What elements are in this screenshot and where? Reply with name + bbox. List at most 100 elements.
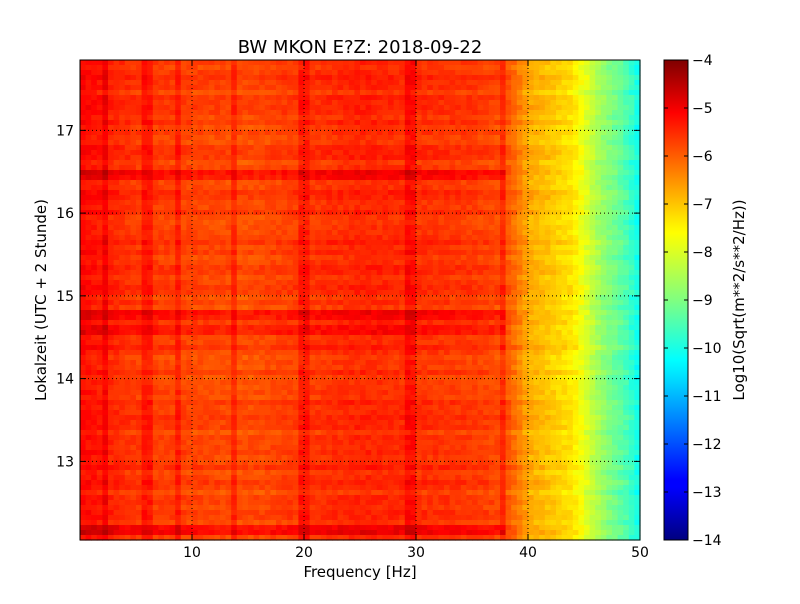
heatmap-cell — [533, 235, 540, 241]
heatmap-cell — [287, 140, 294, 146]
heatmap-cell — [113, 255, 120, 261]
heatmap-cell — [152, 180, 159, 186]
heatmap-cell — [119, 245, 126, 251]
heatmap-cell — [242, 280, 249, 286]
heatmap-cell — [550, 270, 557, 276]
heatmap-cell — [208, 275, 215, 281]
heatmap-cell — [147, 160, 154, 166]
heatmap-cell — [500, 250, 507, 256]
heatmap-cell — [298, 120, 305, 126]
heatmap-cell — [528, 100, 535, 106]
heatmap-cell — [292, 65, 299, 71]
heatmap-cell — [388, 115, 395, 121]
heatmap-cell — [460, 160, 467, 166]
heatmap-cell — [186, 145, 193, 151]
heatmap-cell — [528, 245, 535, 251]
heatmap-cell — [130, 120, 137, 126]
heatmap-cell — [561, 175, 568, 181]
heatmap-cell — [80, 220, 87, 226]
heatmap-cell — [281, 130, 288, 136]
heatmap-cell — [281, 135, 288, 141]
heatmap-cell — [152, 285, 159, 291]
heatmap-cell — [449, 150, 456, 156]
heatmap-cell — [186, 140, 193, 146]
heatmap-cell — [102, 155, 109, 161]
heatmap-cell — [315, 305, 322, 311]
heatmap-cell — [416, 260, 423, 266]
heatmap-cell — [612, 280, 619, 286]
heatmap-cell — [248, 190, 255, 196]
heatmap-cell — [315, 195, 322, 201]
heatmap-cell — [483, 205, 490, 211]
heatmap-cell — [528, 65, 535, 71]
heatmap-cell — [315, 90, 322, 96]
heatmap-cell — [410, 130, 417, 136]
heatmap-cell — [220, 220, 227, 226]
heatmap-cell — [80, 190, 87, 196]
heatmap-cell — [276, 110, 283, 116]
heatmap-cell — [175, 245, 182, 251]
heatmap-cell — [404, 220, 411, 226]
heatmap-cell — [584, 200, 591, 206]
heatmap-cell — [505, 290, 512, 296]
heatmap-cell — [298, 230, 305, 236]
heatmap-cell — [617, 285, 624, 291]
heatmap-cell — [539, 275, 546, 281]
heatmap-cell — [612, 95, 619, 101]
heatmap-cell — [584, 285, 591, 291]
heatmap-cell — [253, 70, 260, 76]
heatmap-cell — [360, 130, 367, 136]
heatmap-cell — [516, 75, 523, 81]
heatmap-cell — [556, 175, 563, 181]
heatmap-cell — [561, 140, 568, 146]
heatmap-cell — [416, 205, 423, 211]
heatmap-cell — [628, 205, 635, 211]
heatmap-cell — [399, 150, 406, 156]
heatmap-cell — [483, 80, 490, 86]
heatmap-cell — [360, 255, 367, 261]
heatmap-cell — [634, 155, 641, 161]
heatmap-cell — [309, 65, 316, 71]
heatmap-cell — [270, 245, 277, 251]
heatmap-cell — [348, 185, 355, 191]
heatmap-cell — [276, 90, 283, 96]
heatmap-cell — [550, 235, 557, 241]
heatmap-cell — [152, 235, 159, 241]
heatmap-cell — [511, 265, 518, 271]
heatmap-cell — [539, 150, 546, 156]
heatmap-cell — [225, 195, 232, 201]
heatmap-cell — [348, 160, 355, 166]
heatmap-cell — [108, 125, 115, 131]
heatmap-cell — [628, 220, 635, 226]
heatmap-cell — [85, 65, 92, 71]
heatmap-cell — [208, 130, 215, 136]
heatmap-cell — [567, 120, 574, 126]
heatmap-cell — [500, 255, 507, 261]
heatmap-cell — [399, 205, 406, 211]
heatmap-cell — [561, 190, 568, 196]
heatmap-cell — [511, 235, 518, 241]
heatmap-cell — [556, 85, 563, 91]
heatmap-cell — [152, 255, 159, 261]
heatmap-cell — [332, 200, 339, 206]
heatmap-cell — [158, 250, 165, 256]
heatmap-cell — [477, 235, 484, 241]
heatmap-cell — [343, 255, 350, 261]
heatmap-cell — [617, 290, 624, 296]
heatmap-cell — [147, 300, 154, 306]
heatmap-cell — [203, 155, 210, 161]
heatmap-cell — [388, 145, 395, 151]
heatmap-cell — [623, 200, 630, 206]
heatmap-cell — [522, 230, 529, 236]
heatmap-cell — [438, 85, 445, 91]
heatmap-cell — [533, 60, 540, 66]
heatmap-cell — [360, 250, 367, 256]
heatmap-cell — [287, 175, 294, 181]
heatmap-cell — [180, 305, 187, 311]
heatmap-cell — [589, 230, 596, 236]
heatmap-cell — [220, 285, 227, 291]
heatmap-cell — [96, 160, 103, 166]
heatmap-cell — [606, 280, 613, 286]
heatmap-cell — [388, 265, 395, 271]
heatmap-cell — [617, 100, 624, 106]
